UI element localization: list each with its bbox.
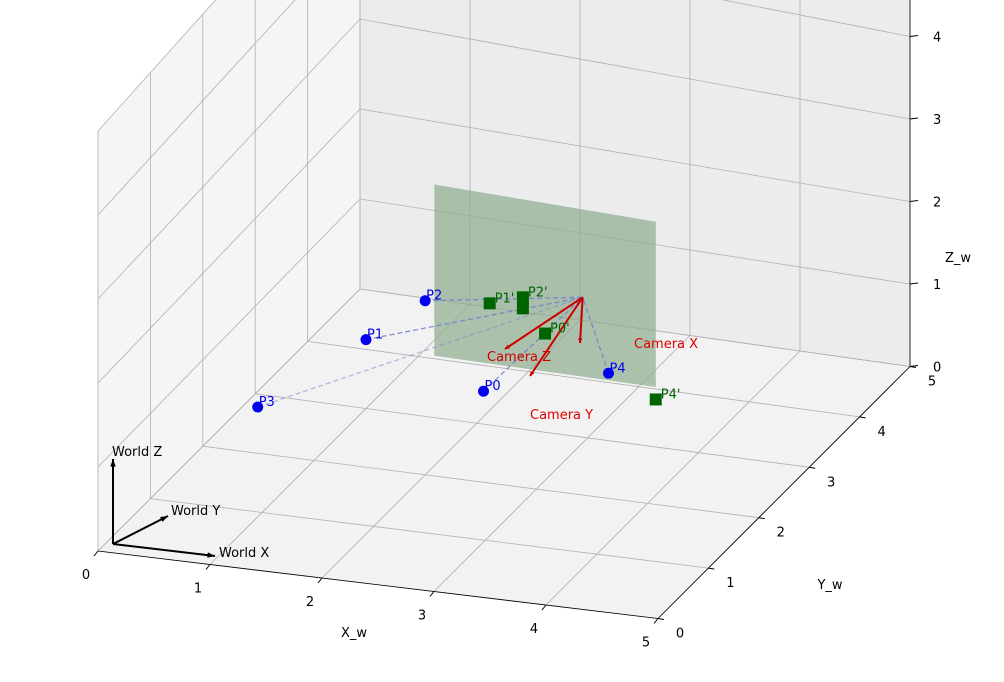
gridline [202, 445, 759, 519]
x-tick [429, 591, 435, 597]
world-point [252, 401, 264, 413]
z-axis-label: Z_w [945, 251, 971, 266]
world-axis-arrowhead [110, 459, 116, 467]
gridline [97, 0, 911, 216]
projection-ray [483, 296, 584, 392]
x-tick-label: 5 [642, 636, 650, 651]
camera-axis-arrowhead [578, 338, 583, 343]
x-tick-label: 1 [194, 582, 202, 597]
y-tick-label: 5 [928, 375, 936, 390]
image-plane-rect [434, 184, 656, 387]
chart-marks [110, 291, 662, 558]
world-axis-line [112, 543, 216, 557]
camera-axis-line [579, 297, 584, 344]
camera-x-label: Camera X [634, 337, 698, 352]
projection-ray [257, 296, 583, 408]
world-point-label: P4 [609, 361, 625, 376]
projection-ray [365, 296, 583, 341]
camera-y-label: Camera Y [530, 408, 593, 423]
x-axis-label: X_w [341, 626, 367, 641]
axis-ticks [93, 35, 919, 624]
world-point-label: P3 [259, 395, 275, 410]
x-tick [317, 577, 323, 584]
camera-axis-arrowhead [530, 371, 535, 376]
camera-axis-line [529, 296, 584, 377]
projection-rays [257, 296, 610, 408]
x-tick [541, 604, 547, 611]
projected-point-label: P1' [495, 291, 515, 306]
world-axis-arrowhead [207, 552, 215, 558]
z-tick-label: 4 [933, 31, 941, 46]
x-tick-label: 3 [418, 609, 426, 624]
y-tick [859, 416, 866, 419]
gridlines [97, 0, 911, 619]
z-tick-label: 2 [933, 196, 941, 211]
z-tick-label: 3 [933, 113, 941, 128]
x-tick-label: 2 [306, 595, 314, 610]
camera-z-label: Camera Z [487, 350, 551, 365]
y-tick-label: 0 [676, 627, 684, 642]
z-tick [909, 35, 919, 37]
y-tick [708, 567, 715, 570]
gridline [307, 341, 860, 418]
projected-point [539, 327, 552, 340]
x-tick [93, 550, 99, 557]
world-point [360, 334, 372, 346]
projected-point [483, 297, 496, 310]
left-wall-pane [98, 0, 360, 551]
projection-marker [516, 302, 529, 315]
z-tick [909, 365, 919, 367]
world-point [602, 367, 614, 379]
z-tick [909, 200, 919, 202]
camera-axis-line [504, 296, 584, 350]
y-tick-label: 4 [877, 425, 885, 440]
y-tick-label: 1 [726, 576, 734, 591]
world-point-label: P1 [367, 328, 383, 343]
projection-ray [582, 297, 610, 374]
world-point-label: P0 [485, 379, 501, 394]
world-axis-line [112, 515, 169, 545]
x-tick-label: 4 [530, 622, 538, 637]
world-point [419, 295, 431, 307]
floor-pane [98, 289, 910, 619]
projected-point-label: P4' [661, 387, 681, 402]
gridline [150, 498, 709, 569]
gridline [97, 0, 217, 132]
y-tick [809, 466, 816, 469]
projected-point-label: P2' [528, 285, 548, 300]
projected-point-label: P0' [550, 322, 570, 337]
world-y-label: World Y [171, 504, 220, 519]
z-tick-label: 1 [933, 278, 941, 293]
camera-axis-arrowhead [505, 344, 510, 349]
y-tick-label: 3 [827, 475, 835, 490]
image-plane [434, 184, 656, 387]
z-tick-label: 0 [933, 361, 941, 376]
y-axis-label: Y_w [816, 578, 842, 593]
world-point-label: P2 [426, 289, 442, 304]
z-tick [909, 282, 919, 285]
world-z-label: World Z [112, 445, 162, 460]
y-tick [758, 517, 765, 520]
y-tick [657, 618, 665, 620]
x-tick [653, 618, 659, 624]
projection-ray [425, 296, 583, 302]
z-tick [909, 117, 919, 120]
x-tick-label: 0 [82, 568, 90, 583]
projected-point [516, 291, 529, 304]
gridline [255, 393, 810, 468]
x-tick [205, 564, 211, 570]
world-axis-arrowhead [160, 516, 168, 522]
y-tick-label: 2 [777, 526, 785, 541]
world-x-label: World X [219, 546, 269, 561]
world-point [478, 385, 490, 397]
projected-point [649, 393, 662, 406]
